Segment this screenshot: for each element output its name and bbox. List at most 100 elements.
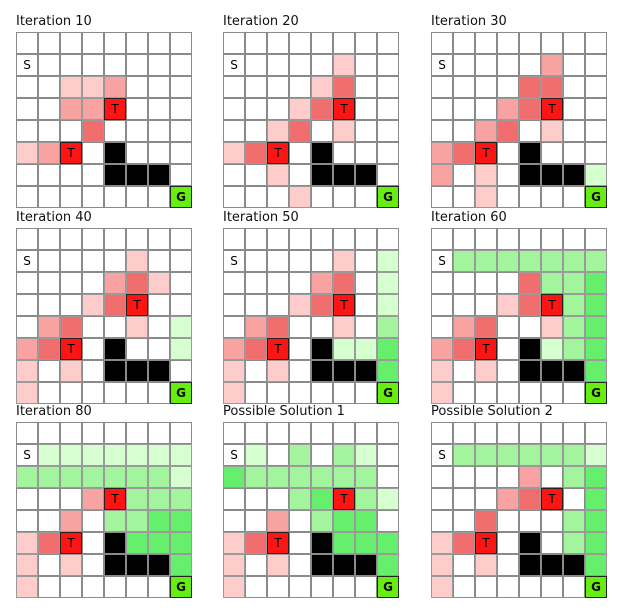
grid-cell [148,186,170,208]
start-cell: S [431,444,453,466]
grid-cell [16,316,38,338]
grid-cell [60,422,82,444]
grid-cell [104,186,126,208]
grid-cell [333,142,355,164]
grid-cell [267,422,289,444]
grid-cell [453,98,475,120]
wall-cell [519,360,541,382]
grid-cell [519,510,541,532]
grid-cell [377,466,399,488]
goal-cell: G [377,576,399,598]
trap-cell: T [541,488,563,510]
grid-cell [82,142,104,164]
negative-value-cell [82,294,104,316]
grid-cell [104,316,126,338]
grid-cell [267,250,289,272]
grid-cell [311,54,333,76]
positive-value-cell [377,250,399,272]
grid-cell [453,382,475,404]
trap-cell: T [333,488,355,510]
trap-cell: T [475,338,497,360]
grid-cell [38,228,60,250]
start-label: S [23,254,31,268]
wall-cell [126,360,148,382]
negative-value-cell [16,576,38,598]
grid-cell [541,466,563,488]
grid-cell [289,532,311,554]
grid-cell [245,488,267,510]
grid-cell [563,186,585,208]
grid-cell [223,76,245,98]
grid-cell [245,422,267,444]
gridworld: S T T G [431,228,607,404]
negative-value-cell [475,316,497,338]
positive-value-cell [453,250,475,272]
positive-value-cell [148,466,170,488]
grid-cell [519,316,541,338]
goal-label: G [176,580,186,594]
grid-cell [170,98,192,120]
grid-cell [60,32,82,54]
grid-cell [585,54,607,76]
panel-title: Possible Solution 1 [223,404,345,419]
grid-cell [311,316,333,338]
grid-cell [497,422,519,444]
positive-value-cell [377,554,399,576]
grid-cell [585,228,607,250]
grid-cell [223,120,245,142]
trap-label: T [482,342,490,356]
grid-cell [148,120,170,142]
negative-value-cell [148,272,170,294]
grid-cell [38,360,60,382]
goal-label: G [176,386,186,400]
trap-cell: T [475,142,497,164]
positive-value-cell [585,532,607,554]
negative-value-cell [311,272,333,294]
grid-cell [223,510,245,532]
grid-cell [38,250,60,272]
grid-cell [104,576,126,598]
trap-label: T [111,492,119,506]
negative-value-cell [223,576,245,598]
wall-cell [519,164,541,186]
negative-value-cell [497,294,519,316]
positive-value-cell [355,338,377,360]
grid-cell [38,98,60,120]
positive-value-cell [289,444,311,466]
grid-cell [60,54,82,76]
grid-cell [245,54,267,76]
wall-cell [104,338,126,360]
gridworld: S T T G [431,422,607,598]
positive-value-cell [585,554,607,576]
goal-cell: G [170,382,192,404]
grid-cell [355,250,377,272]
grid-cell [377,54,399,76]
negative-value-cell [475,360,497,382]
positive-value-cell [585,272,607,294]
negative-value-cell [333,120,355,142]
negative-value-cell [497,488,519,510]
grid-cell [333,32,355,54]
negative-value-cell [16,360,38,382]
grid-cell [82,422,104,444]
grid-cell [497,186,519,208]
grid-cell [497,228,519,250]
positive-value-cell [563,532,585,554]
grid-cell [541,422,563,444]
grid-cell [289,250,311,272]
grid-cell [563,422,585,444]
grid-cell [170,272,192,294]
grid-cell [267,294,289,316]
negative-value-cell [475,554,497,576]
negative-value-cell [60,76,82,98]
grid-cell [245,382,267,404]
trap-cell: T [541,98,563,120]
grid-cell [148,98,170,120]
grid-cell [563,488,585,510]
grid-panel: Iteration 40 S T T G [16,210,196,404]
goal-cell: G [585,186,607,208]
grid-cell [497,360,519,382]
grid-cell [60,228,82,250]
negative-value-cell [497,98,519,120]
positive-value-cell [519,444,541,466]
